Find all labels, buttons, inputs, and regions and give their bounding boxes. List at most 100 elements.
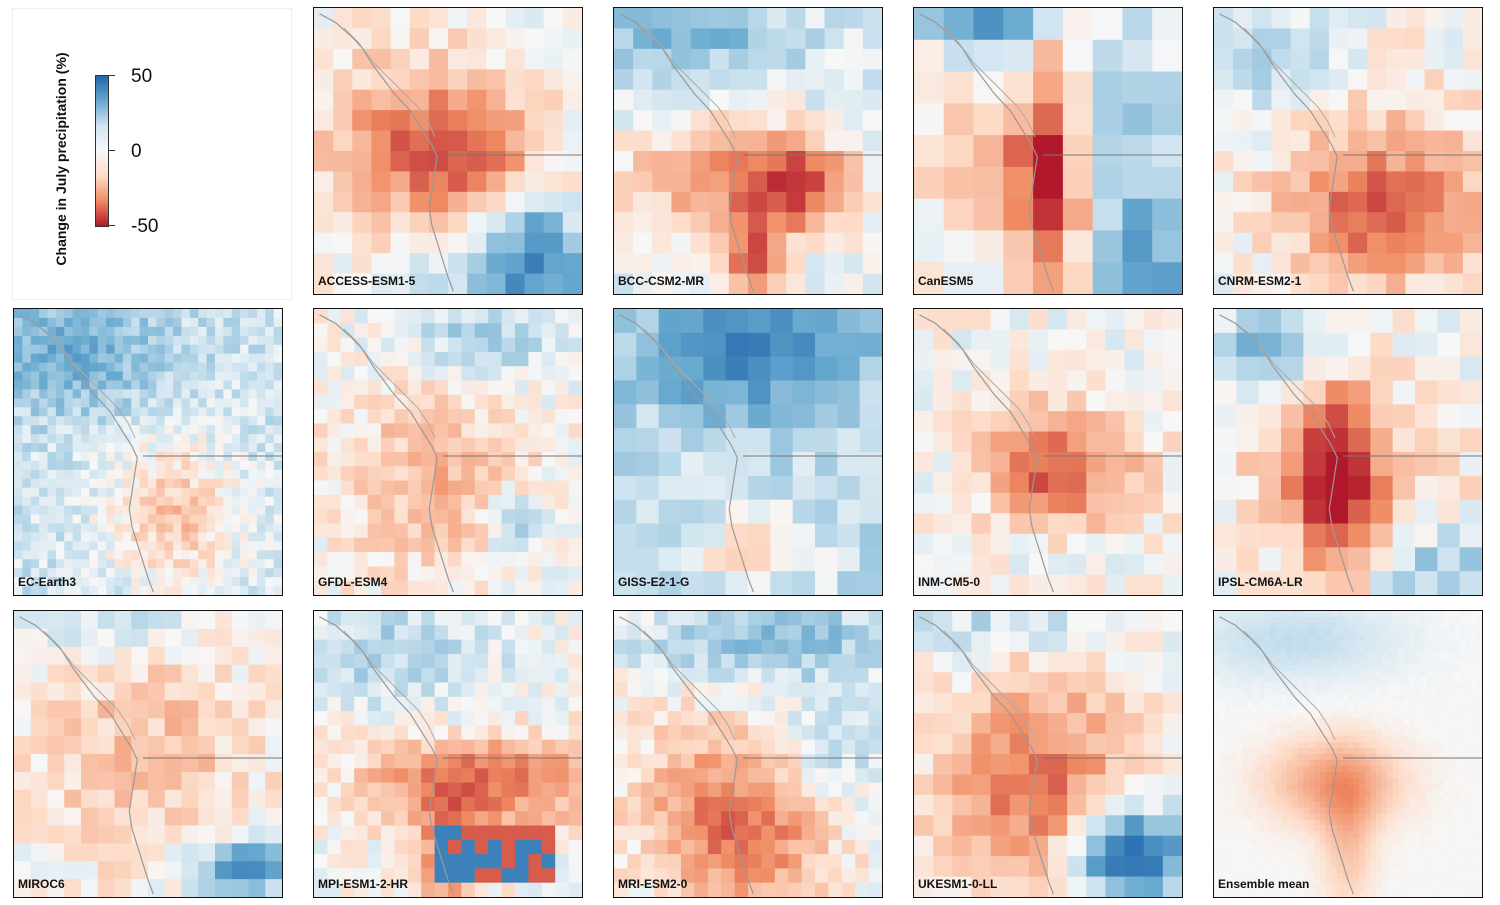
grid-cell (859, 380, 882, 405)
grid-cell (1236, 523, 1260, 548)
grid-cell (434, 351, 449, 367)
grid-cell (1387, 736, 1394, 743)
grid-cell (541, 725, 556, 741)
grid-cell (488, 854, 503, 869)
grid-cell (1086, 631, 1107, 653)
grid-cell (658, 356, 682, 382)
grid-cell (1392, 356, 1416, 382)
grid-cell (837, 571, 861, 595)
grid-cell (721, 882, 736, 897)
grid-cell (55, 532, 65, 542)
grid-cell (1281, 523, 1304, 548)
grid-cell (952, 452, 973, 474)
grid-cell (1162, 309, 1182, 331)
grid-cell (189, 416, 199, 426)
grid-cell (333, 8, 353, 30)
grid-cell (971, 794, 992, 816)
island-outline (1243, 328, 1336, 439)
grid-cell (215, 434, 224, 444)
grid-cell (1462, 232, 1482, 254)
grid-cell (1454, 724, 1461, 731)
grid-cell (1264, 664, 1271, 672)
grid-cell (248, 541, 258, 551)
grid-cell (1342, 712, 1349, 719)
precip-map-access (314, 8, 582, 294)
grid-cell (1353, 742, 1360, 749)
grid-cell (1286, 616, 1293, 624)
grid-cell (633, 89, 653, 111)
grid-cell (859, 309, 882, 334)
grid-cell (841, 668, 856, 684)
grid-cell (114, 628, 132, 648)
grid-cell (843, 232, 864, 254)
grid-cell (1219, 640, 1226, 648)
grid-cell (1247, 688, 1254, 696)
grid-cell (828, 625, 843, 641)
grid-cell (1405, 253, 1426, 275)
grid-cell (748, 452, 771, 477)
grid-cell (1233, 232, 1253, 254)
grid-cell (265, 425, 275, 435)
grid-cell (505, 273, 526, 294)
grid-cell (22, 362, 32, 373)
grid-cell (367, 611, 382, 626)
grid-cell (1381, 628, 1388, 636)
grid-cell (1476, 622, 1482, 630)
grid-cell (461, 437, 476, 453)
grid-cell (1303, 730, 1310, 737)
grid-cell (106, 425, 116, 435)
grid-cell (14, 326, 23, 337)
grid-cell (340, 739, 355, 755)
grid-cell (139, 434, 149, 444)
grid-cell (106, 398, 116, 408)
grid-cell (231, 700, 250, 719)
grid-cell (198, 541, 208, 551)
grid-cell (1415, 736, 1422, 743)
grid-cell (256, 496, 266, 507)
grid-cell (467, 253, 487, 275)
grid-cell (1092, 71, 1124, 104)
grid-cell (327, 323, 342, 339)
grid-cell (694, 639, 709, 655)
grid-cell (1359, 712, 1366, 719)
grid-cell (1415, 706, 1422, 713)
grid-cell (265, 326, 275, 337)
grid-cell (1247, 730, 1254, 737)
grid-cell (815, 428, 838, 453)
grid-cell (273, 434, 282, 444)
grid-cell (1370, 628, 1377, 636)
grid-cell (215, 718, 233, 737)
grid-cell (761, 696, 776, 712)
grid-cell (1359, 664, 1366, 672)
grid-cell (1105, 554, 1126, 576)
grid-cell (1269, 682, 1277, 690)
grid-cell (828, 868, 843, 884)
grid-cell (990, 513, 1011, 535)
grid-cell (990, 835, 1011, 857)
grid-cell (640, 711, 655, 726)
grid-cell (1247, 646, 1254, 654)
grid-cell (248, 550, 258, 560)
grid-cell (1258, 688, 1265, 696)
grid-cell (654, 639, 669, 655)
grid-cell (837, 380, 861, 405)
grid-cell (1328, 8, 1349, 30)
grid-cell (1303, 634, 1310, 642)
grid-cell (1086, 876, 1107, 897)
grid-cell (1009, 390, 1030, 412)
grid-cell (1392, 634, 1399, 642)
grid-cell (22, 416, 32, 426)
grid-cell (505, 110, 526, 132)
grid-cell (164, 434, 174, 444)
grid-cell (528, 466, 543, 482)
grid-cell (1426, 646, 1433, 654)
grid-cell (1264, 616, 1271, 624)
grid-cell (206, 514, 216, 525)
grid-cell (1252, 8, 1273, 30)
grid-cell (1143, 672, 1164, 694)
grid-cell (515, 868, 529, 884)
grid-cell (721, 811, 736, 827)
grid-cell (64, 577, 74, 587)
grid-cell (1162, 672, 1182, 694)
grid-cell (1253, 664, 1260, 672)
